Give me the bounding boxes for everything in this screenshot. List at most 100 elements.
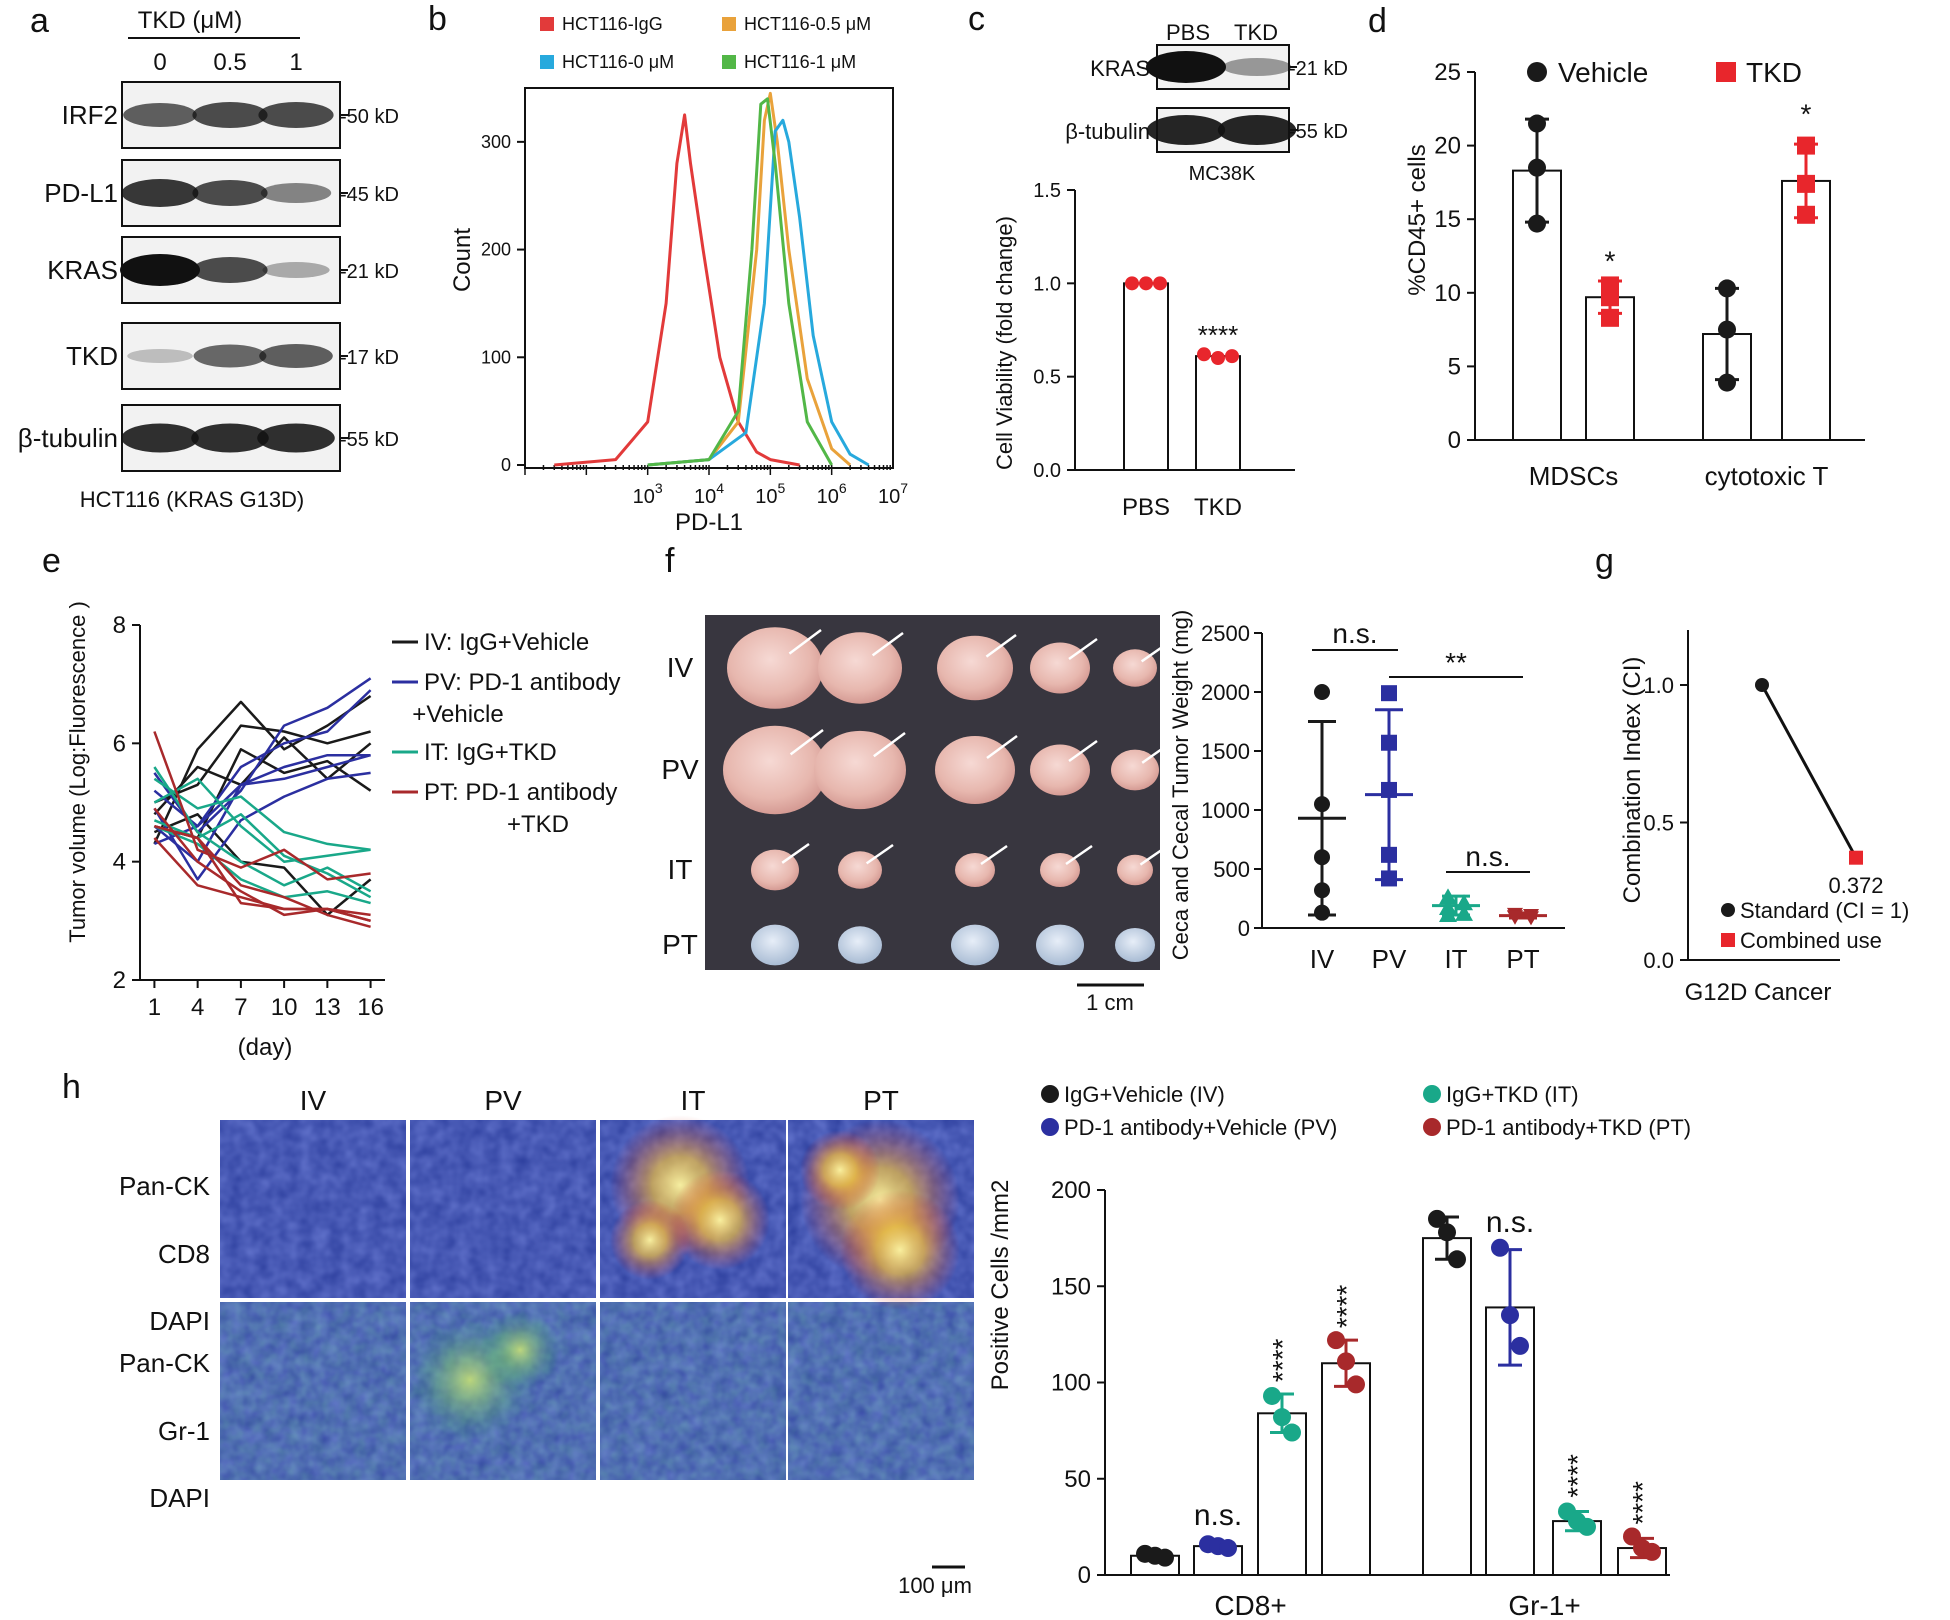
significance-f: n.s.: [1332, 618, 1377, 649]
blot-c-band: [1217, 115, 1297, 145]
point-f: [1507, 910, 1523, 925]
axis-d-category: cytotoxic T: [1705, 461, 1829, 491]
axis-d-yticklabel: 20: [1434, 133, 1461, 160]
axis-e-xticklabel: 1: [148, 994, 161, 1021]
axis-g-ylabel: Combination Index (CI): [1619, 657, 1646, 904]
panel-d: d 0 5 10 15 20 25 * * MDSCs cytotoxic T Vehicle TKD…: [1368, 2, 1865, 491]
micro-column-label: IV: [300, 1085, 327, 1116]
point-c: [1139, 276, 1153, 291]
bar-h: [1257, 1412, 1307, 1577]
micrograph-texture-green: [788, 1302, 974, 1480]
axis-f-category: PT: [1506, 944, 1539, 974]
arrow-pointer: [865, 843, 894, 865]
point-f: [1523, 911, 1539, 926]
axis-d-yticklabel: 25: [1434, 59, 1461, 86]
tumor-specimen: [1036, 924, 1084, 966]
blot-a-row-label: PD-L1: [44, 178, 118, 208]
panel-h: h IV PV IT PT Pan-CK CD8 DAPI Pan-CK Gr-1 DAPI 1…: [62, 1068, 1691, 1620]
axis-b-xticklabel: 106: [817, 480, 847, 508]
legend-h-swatch: [1041, 1085, 1059, 1103]
axis-h-yticklabel: 200: [1051, 1177, 1091, 1204]
axis-f-category: IT: [1444, 944, 1467, 974]
arrow-pointer: [1139, 845, 1167, 866]
axis-c-category: PBS: [1122, 494, 1170, 521]
point-h: [1438, 1223, 1456, 1242]
legend-g-label: Standard (CI = 1): [1740, 898, 1909, 923]
panel-label-f: f: [665, 542, 675, 580]
stain-label: CD8: [158, 1239, 210, 1269]
legend-h-label: PD-1 antibody+TKD (PT): [1446, 1115, 1691, 1140]
significance-h: ****: [1267, 1339, 1298, 1383]
blot-c-band: [1222, 58, 1292, 76]
point-d: [1718, 373, 1736, 392]
point-f: [1381, 734, 1397, 751]
axis-e-xticklabel: 16: [357, 994, 384, 1021]
line-e-it: [153, 777, 371, 852]
tumor-specimen: [1115, 928, 1155, 962]
line-e-it: [153, 777, 371, 863]
legend-b-swatch: [540, 55, 554, 69]
plot-c: 0.0 0.5 1.0 1.5 PBS TKD ****: [1033, 180, 1295, 521]
panel-label-g: g: [1595, 542, 1614, 580]
axis-d-ylabel: %CD45+ cells: [1404, 144, 1431, 295]
blot-c: KRAS -21 kD β-tubulin -55 kD: [1065, 44, 1348, 153]
micrograph-texture: [220, 1120, 406, 1298]
tumor-specimen: [951, 924, 999, 966]
blot-a-band: [262, 262, 330, 278]
stain-signal: [670, 1170, 770, 1270]
point-c: [1197, 347, 1211, 362]
axis-h-category: Gr-1+: [1508, 1590, 1580, 1620]
point-f: [1381, 781, 1397, 798]
plot-e: 2 4 6 8 1 4 7 10 13 16: [113, 612, 385, 1021]
point-h: [1511, 1336, 1529, 1355]
legend-e: IV: IgG+Vehicle PV: PD-1 antibody +Vehicle…: [392, 629, 621, 838]
axis-h-yticklabel: 0: [1078, 1562, 1091, 1589]
axis-b-xticklabel: 104: [694, 480, 724, 508]
arrow-pointer: [980, 844, 1008, 866]
point-g-label: 0.372: [1828, 873, 1883, 898]
blot-c-row-label: β-tubulin: [1065, 119, 1150, 144]
line-e-iv: [153, 724, 371, 804]
legend-e-label: PT: PD-1 antibody: [424, 779, 617, 806]
point-f: [1381, 846, 1397, 863]
significance-h: ****: [1627, 1481, 1658, 1525]
arrow-pointer: [789, 729, 824, 756]
legend-b-label: HCT116-IgG: [562, 14, 663, 34]
point-h: [1578, 1517, 1596, 1536]
legend-h-swatch: [1423, 1118, 1441, 1136]
line-e-pv: [153, 771, 371, 881]
panel-label-a: a: [30, 2, 49, 40]
legend-h-label: PD-1 antibody+Vehicle (PV): [1064, 1115, 1337, 1140]
point-h: [1501, 1306, 1519, 1325]
significance-c: ****: [1198, 320, 1238, 350]
point-h: [1219, 1539, 1237, 1558]
micro-column-label: PV: [484, 1085, 522, 1116]
micrograph-texture-green: [600, 1302, 786, 1480]
stain-signal: [800, 1130, 880, 1210]
tumor-specimen: [838, 926, 882, 964]
point-d: [1528, 214, 1546, 233]
point-d: [1797, 136, 1815, 155]
blot-a-band: [192, 257, 268, 283]
point-f: [1381, 685, 1397, 702]
blot-a-size-label: -50 kD: [340, 106, 399, 128]
axis-f-yticklabel: 1500: [1201, 739, 1250, 764]
point-g-standard: [1755, 678, 1769, 692]
point-c: [1153, 276, 1167, 291]
bar-c-tkd: [1195, 355, 1241, 471]
point-f: [1314, 904, 1330, 921]
axis-c-yticklabel: 1.5: [1033, 180, 1061, 202]
panel-label-h: h: [62, 1068, 81, 1106]
axis-e-xticklabel: 4: [191, 994, 204, 1021]
axis-f-category: IV: [1310, 944, 1335, 974]
blot-c-lane-0: PBS: [1166, 20, 1210, 45]
point-f: [1439, 906, 1457, 923]
line-e-it: [153, 766, 372, 893]
blot-a-band: [121, 179, 199, 207]
panel-a: a TKD (μM) 0 0.5 1 IRF2 -50 kD PD-L1 -45 kD…: [18, 2, 399, 512]
blot-a-row-label: β-tubulin: [18, 423, 118, 453]
axis-f-yticklabel: 2500: [1201, 621, 1250, 646]
